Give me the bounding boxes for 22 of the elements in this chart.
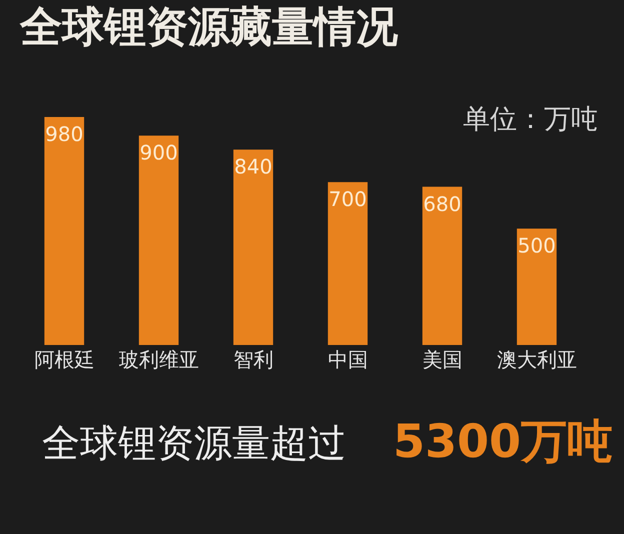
text: 5300万吨 <box>393 414 614 468</box>
bar <box>516 228 557 345</box>
data-label: 680 <box>423 192 462 216</box>
data-label: 980 <box>45 122 84 146</box>
x-tick-label: 澳大利亚 <box>496 348 577 372</box>
bar <box>138 136 179 345</box>
bar <box>328 182 368 345</box>
bar <box>233 150 274 345</box>
data-label: 700 <box>328 187 367 212</box>
x-tick-label: 中国 <box>328 348 368 372</box>
text: 全球锂资源量超过 <box>42 421 346 465</box>
bar <box>44 117 84 345</box>
x-tick-label: 玻利维亚 <box>118 348 199 372</box>
data-label: 500 <box>518 234 556 258</box>
x-tick-label: 阿根廷 <box>34 348 94 372</box>
data-label: 840 <box>234 154 272 179</box>
bar <box>422 186 462 345</box>
x-tick-label: 智利 <box>233 348 274 372</box>
chart-title: 全球锂资源藏量情况 <box>19 2 398 51</box>
chart-subtitle: 单位：万吨 <box>463 104 598 135</box>
data-label: 900 <box>140 140 178 165</box>
x-tick-label: 美国 <box>422 348 462 372</box>
